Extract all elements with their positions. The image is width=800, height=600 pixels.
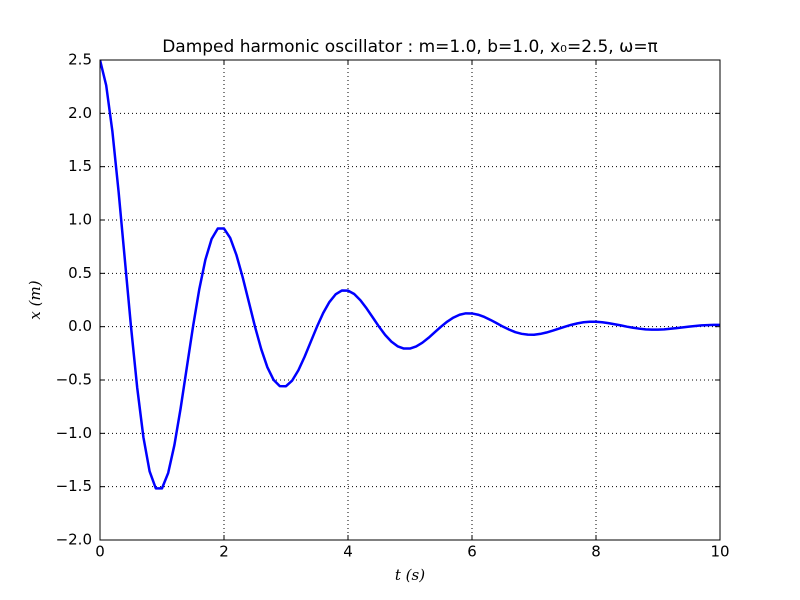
y-tick-label: −2.0 [56, 531, 92, 549]
x-tick-label: 4 [343, 543, 353, 561]
x-tick-label: 2 [219, 543, 229, 561]
y-tick-label: −0.5 [56, 371, 92, 389]
y-tick-label: 2.0 [68, 104, 92, 122]
x-axis-label: t (s) [395, 566, 425, 584]
y-axis-label: x (m) [26, 280, 44, 319]
y-tick-label: 1.0 [68, 211, 92, 229]
y-tick-label: 0.0 [68, 317, 92, 335]
y-tick-label: 0.5 [68, 264, 92, 282]
y-tick-label: −1.5 [56, 477, 92, 495]
plot-frame [99, 59, 721, 541]
y-tick-label: 2.5 [68, 51, 92, 69]
x-tick-label: 0 [95, 543, 105, 561]
chart-title: Damped harmonic oscillator : m=1.0, b=1.… [162, 37, 658, 57]
x-tick-label: 6 [467, 543, 477, 561]
x-tick-label: 10 [710, 543, 729, 561]
x-tick-label: 8 [591, 543, 601, 561]
line [100, 60, 720, 490]
y-tick-label: −1.0 [56, 424, 92, 442]
y-tick-label: 1.5 [68, 157, 92, 175]
